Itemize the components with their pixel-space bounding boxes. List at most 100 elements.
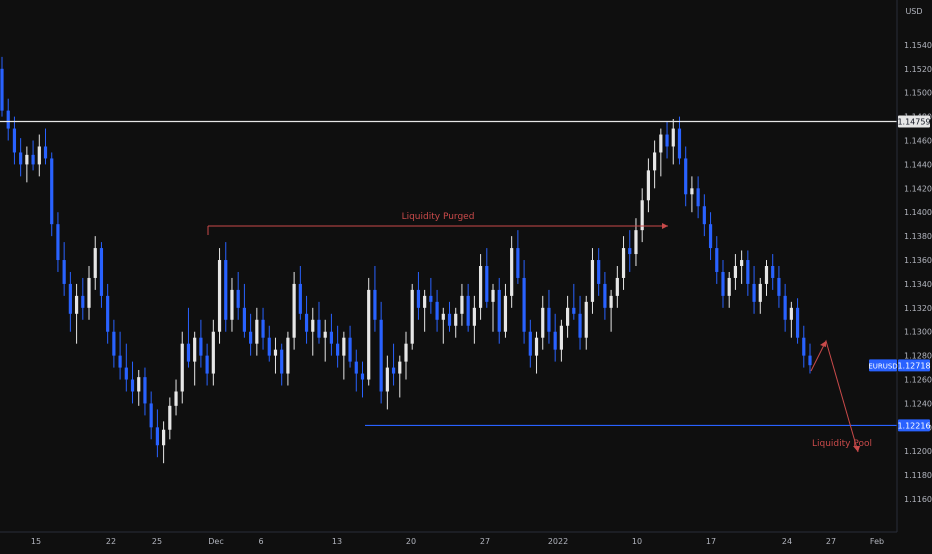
candle-body bbox=[677, 128, 682, 159]
candle-body bbox=[99, 248, 104, 296]
candle bbox=[802, 325, 806, 368]
candle bbox=[653, 140, 657, 189]
candle-body bbox=[398, 361, 402, 374]
candle bbox=[808, 343, 812, 374]
candle bbox=[522, 260, 526, 344]
candle-body bbox=[634, 230, 638, 255]
candle bbox=[68, 271, 72, 332]
candle-body bbox=[267, 337, 271, 356]
time-axis[interactable]: 15 22 25 Dec 6 13 20 27 2022 10 17 24 27 Feb bbox=[31, 537, 884, 546]
candle-body bbox=[708, 224, 713, 249]
candle bbox=[25, 146, 29, 183]
candle-body bbox=[795, 307, 800, 338]
candle bbox=[143, 367, 147, 416]
candle-body bbox=[497, 289, 501, 332]
candle bbox=[615, 266, 619, 308]
price-tick-label: 1.15000 bbox=[904, 89, 932, 98]
time-tick-label: 24 bbox=[782, 537, 792, 546]
candle-body bbox=[168, 405, 172, 430]
candle bbox=[696, 176, 700, 219]
candle bbox=[174, 379, 178, 416]
candle bbox=[211, 319, 215, 386]
candle-body bbox=[348, 337, 352, 362]
candle bbox=[659, 128, 663, 177]
candle-body bbox=[777, 277, 781, 296]
candle bbox=[317, 301, 321, 344]
candle-body bbox=[43, 146, 48, 159]
price-tick-label: 1.13600 bbox=[904, 256, 932, 265]
candle bbox=[12, 116, 17, 165]
candle-body bbox=[292, 283, 296, 338]
candle bbox=[292, 271, 296, 350]
candle bbox=[485, 248, 489, 308]
candle-body bbox=[510, 248, 514, 296]
candle bbox=[112, 319, 116, 368]
candle bbox=[280, 343, 284, 386]
candle bbox=[690, 176, 694, 213]
candle bbox=[715, 236, 719, 284]
candle-body bbox=[404, 343, 408, 362]
candle-body bbox=[690, 188, 694, 195]
candle bbox=[205, 343, 209, 386]
candle-body bbox=[304, 313, 309, 332]
candle-body bbox=[628, 248, 632, 255]
candle bbox=[771, 254, 775, 290]
candle bbox=[230, 277, 234, 332]
candle-body bbox=[224, 260, 228, 320]
candle-body bbox=[727, 277, 731, 296]
candle-body bbox=[503, 295, 508, 332]
candle bbox=[590, 248, 595, 314]
candle-body bbox=[472, 307, 476, 326]
candle-body bbox=[454, 313, 458, 326]
candle bbox=[43, 128, 48, 165]
candle-body bbox=[379, 319, 383, 392]
candle bbox=[87, 266, 91, 320]
candle bbox=[516, 230, 520, 284]
candle-body bbox=[566, 307, 570, 326]
candle bbox=[740, 250, 744, 284]
candle bbox=[217, 248, 222, 344]
candle bbox=[510, 236, 514, 308]
candle bbox=[137, 369, 141, 406]
price-tick-label: 1.13200 bbox=[904, 304, 932, 313]
currency-label: USD bbox=[905, 7, 922, 16]
candle bbox=[224, 242, 228, 332]
candle bbox=[566, 295, 570, 338]
candle-body bbox=[684, 158, 688, 195]
projection-arrowhead-up bbox=[820, 341, 826, 347]
candle-body bbox=[547, 307, 551, 332]
candle bbox=[130, 361, 135, 404]
candle-body bbox=[354, 361, 358, 374]
candle-body bbox=[733, 266, 738, 278]
candle-body bbox=[130, 379, 135, 392]
liquidity-purged-label: Liquidity Purged bbox=[402, 212, 475, 222]
candle bbox=[597, 248, 601, 296]
candle-body bbox=[764, 266, 769, 284]
candle-body bbox=[155, 427, 159, 446]
candle-body bbox=[273, 349, 278, 356]
candle-body bbox=[205, 355, 209, 374]
support-price-text: 1.12216 bbox=[897, 421, 930, 430]
candle bbox=[727, 271, 731, 308]
time-tick-label: 15 bbox=[31, 537, 41, 546]
candle bbox=[410, 283, 414, 350]
time-tick-label: 6 bbox=[258, 537, 263, 546]
time-tick-label: 10 bbox=[632, 537, 642, 546]
candle bbox=[466, 283, 470, 332]
candle-body bbox=[646, 170, 650, 201]
candle-body bbox=[311, 319, 315, 332]
candle bbox=[348, 325, 352, 368]
candle bbox=[118, 331, 122, 380]
candle bbox=[168, 397, 172, 440]
candle-body bbox=[149, 403, 153, 428]
candle-body bbox=[193, 337, 197, 362]
candle-body bbox=[416, 289, 421, 308]
candle-body bbox=[106, 295, 110, 332]
candle bbox=[267, 325, 271, 362]
candle-body bbox=[93, 248, 97, 278]
candle bbox=[261, 307, 265, 350]
candle-body bbox=[808, 355, 812, 366]
time-tick-label: 27 bbox=[826, 537, 836, 546]
